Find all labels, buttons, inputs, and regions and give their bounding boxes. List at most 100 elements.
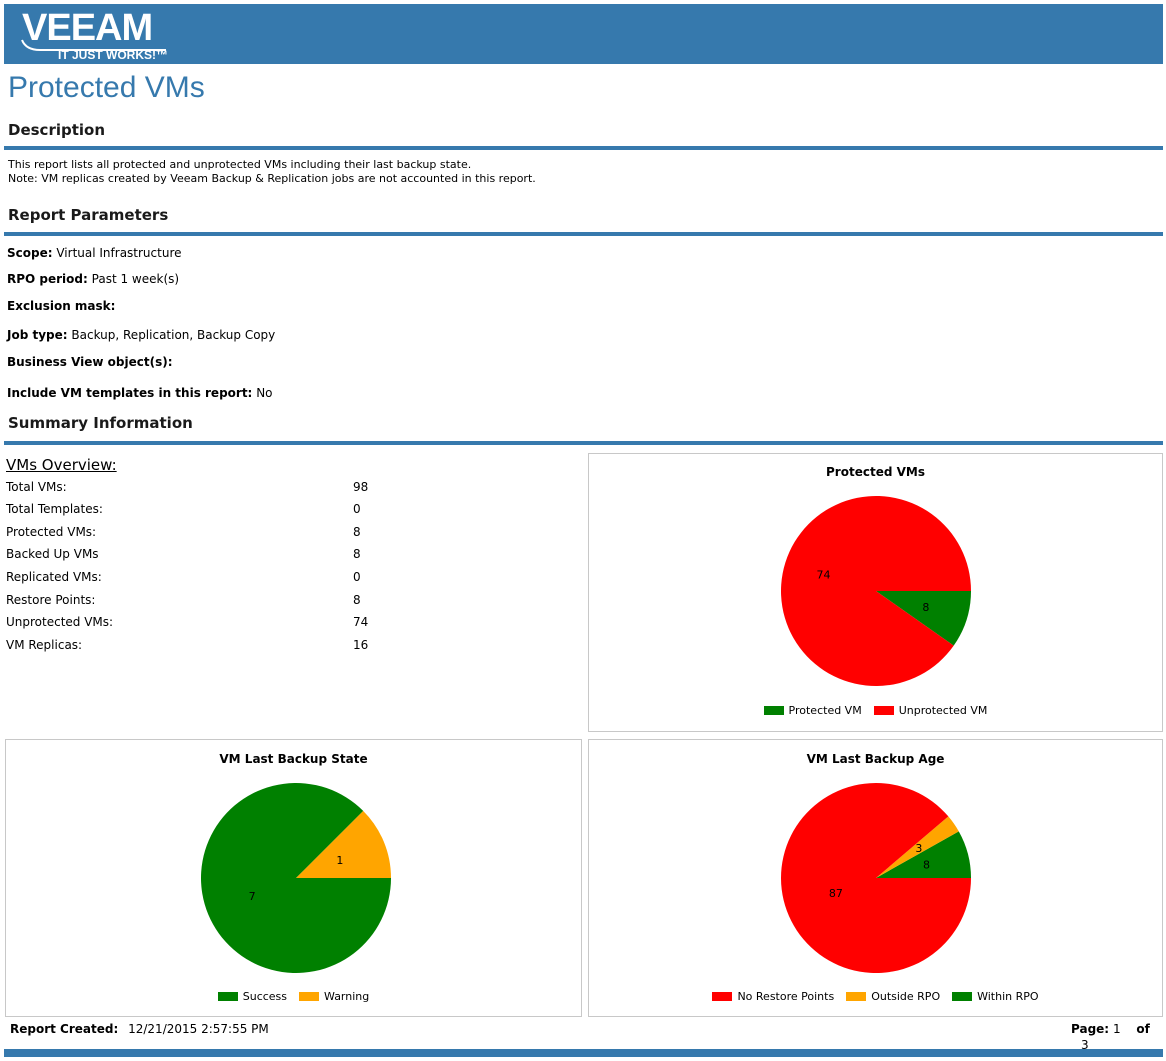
parameters-divider (4, 232, 1163, 236)
legend-label: Protected VM (788, 704, 862, 717)
legend-item: Warning (299, 990, 369, 1004)
param-label: Job type: (7, 328, 68, 342)
pie-data-label: 3 (915, 842, 922, 855)
legend-swatch (846, 991, 867, 1001)
page-total: 3 (1081, 1038, 1089, 1052)
overview-label: Restore Points: (6, 593, 96, 607)
pie-slice-outside-rpo (876, 816, 959, 878)
legend-swatch (763, 705, 784, 715)
overview-label: Backed Up VMs (6, 547, 99, 561)
description-line: This report lists all protected and unpr… (8, 158, 472, 171)
logo-swoosh-icon (21, 39, 166, 51)
overview-label: VM Replicas: (6, 638, 83, 652)
pie-slice-success (201, 783, 391, 973)
legend-item: Protected VM (763, 704, 862, 718)
param-value: Past 1 week(s) (91, 272, 180, 286)
param-value: Virtual Infrastructure (56, 246, 182, 260)
pie-data-label: 8 (922, 601, 929, 614)
overview-value: 16 (353, 638, 369, 652)
overview-label: Total VMs: (6, 480, 67, 494)
overview-label: Total Templates: (6, 502, 103, 516)
backup-age-pie-chart: 83 87 (781, 783, 971, 973)
vms-overview-title: VMs Overview: (6, 456, 117, 474)
legend-item: No Restore Points (712, 990, 834, 1004)
pie-data-label: 74 (816, 568, 830, 581)
report-created: Report Created: 12/21/2015 2:57:55 PM (10, 1021, 269, 1037)
page-current: 1 (1112, 1022, 1121, 1036)
header-banner: VEEAM IT JUST WORKS!™ (4, 4, 1163, 64)
page-indicator: Page: 1 of 3 (1071, 1021, 1166, 1053)
chart-title: VM Last Backup Age (806, 752, 945, 766)
param-exclusion-mask: Exclusion mask: (7, 298, 115, 314)
pie-slice-warning (296, 810, 391, 878)
pie-data-label: 8 (923, 859, 930, 872)
overview-value: 8 (353, 547, 361, 561)
param-label: Exclusion mask: (7, 299, 116, 313)
pie-slice-protected-vm (876, 591, 971, 646)
page-of-label: of (1136, 1022, 1150, 1036)
logo-wordmark: VEEAM (22, 7, 153, 49)
pie-slice-unprotected-vm (781, 496, 971, 686)
overview-value: 0 (353, 570, 361, 584)
overview-label: Unprotected VMs: (6, 615, 114, 629)
protected-vms-chart-panel: Protected VMs 8 74 Protected VM Unprotecte… (588, 453, 1163, 732)
legend-swatch (952, 991, 973, 1001)
page-label: Page: (1071, 1022, 1110, 1036)
overview-value: 8 (353, 525, 361, 539)
legend-label: Success (242, 990, 288, 1003)
legend-swatch (299, 991, 320, 1001)
legend-label: Unprotected VM (898, 704, 988, 717)
overview-label: Protected VMs: (6, 525, 97, 539)
param-label: Include VM templates in this report: (7, 386, 253, 400)
pie-slice-within-rpo (876, 831, 971, 878)
param-value: No (256, 386, 273, 400)
chart-legend: Protected VM Unprotected VM (589, 704, 1162, 718)
legend-swatch (712, 991, 733, 1001)
chart-legend: Success Warning (6, 990, 581, 1004)
overview-label: Replicated VMs: (6, 570, 102, 584)
param-include-templates: Include VM templates in this report: No (7, 385, 273, 401)
protected-vms-pie-chart: 8 74 (781, 496, 971, 686)
legend-label: No Restore Points (737, 990, 835, 1003)
param-scope: Scope: Virtual Infrastructure (7, 245, 182, 261)
chart-title: Protected VMs (826, 465, 925, 479)
param-business-view: Business View object(s): (7, 354, 173, 370)
description-line: Note: VM replicas created by Veeam Backu… (8, 172, 536, 185)
chart-legend: No Restore Points Outside RPO Within RPO (589, 990, 1162, 1004)
pie-data-label: 1 (336, 854, 343, 867)
legend-item: Within RPO (952, 990, 1039, 1004)
overview-value: 74 (353, 615, 369, 629)
footer-bar (4, 1049, 1163, 1057)
pie-slice-no-restore-points (781, 783, 971, 973)
overview-value: 8 (353, 593, 361, 607)
legend-item: Success (217, 990, 288, 1004)
description-text: This report lists all protected and unpr… (8, 158, 536, 186)
param-label: RPO period: (7, 272, 88, 286)
param-value: Backup, Replication, Backup Copy (71, 328, 276, 342)
veeam-logo: VEEAM IT JUST WORKS!™ (20, 8, 170, 66)
param-label: Business View object(s): (7, 355, 173, 369)
report-created-value: 12/21/2015 2:57:55 PM (128, 1022, 269, 1036)
pie-data-label: 7 (249, 890, 256, 903)
summary-divider (4, 441, 1163, 445)
summary-heading: Summary Information (8, 414, 193, 432)
logo-tagline: IT JUST WORKS!™ (58, 48, 168, 62)
chart-title: VM Last Backup State (219, 752, 368, 766)
legend-label: Within RPO (977, 990, 1039, 1003)
overview-value: 0 (353, 502, 361, 516)
param-job-type: Job type: Backup, Replication, Backup Co… (7, 327, 275, 343)
param-rpo-period: RPO period: Past 1 week(s) (7, 271, 179, 287)
backup-state-pie-chart: 17 (201, 783, 391, 973)
description-heading: Description (8, 121, 106, 139)
legend-label: Warning (324, 990, 370, 1003)
pie-data-label: 87 (829, 887, 843, 900)
legend-label: Outside RPO (871, 990, 941, 1003)
page-title: Protected VMs (8, 71, 205, 104)
legend-item: Unprotected VM (873, 704, 988, 718)
legend-swatch (217, 991, 238, 1001)
legend-swatch (873, 705, 894, 715)
param-label: Scope: (7, 246, 53, 260)
backup-age-chart-panel: VM Last Backup Age 8 3 87 No Restore Point… (588, 739, 1163, 1017)
report-created-label: Report Created: (10, 1022, 119, 1036)
